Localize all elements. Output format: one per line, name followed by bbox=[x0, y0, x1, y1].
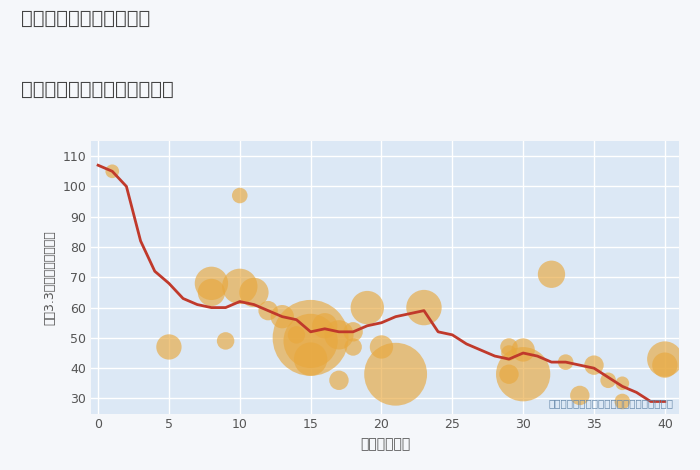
Point bbox=[376, 343, 387, 351]
Point bbox=[503, 370, 514, 378]
Point bbox=[659, 361, 671, 369]
Point bbox=[419, 304, 430, 311]
Point bbox=[347, 328, 358, 336]
Point bbox=[276, 313, 288, 321]
Text: 円の大きさは、取引のあった物件面積を示す: 円の大きさは、取引のあった物件面積を示す bbox=[548, 398, 673, 408]
Point bbox=[290, 331, 302, 338]
Point bbox=[305, 334, 316, 342]
Point bbox=[390, 370, 401, 378]
Point bbox=[319, 322, 330, 329]
Point bbox=[503, 343, 514, 351]
Point bbox=[603, 376, 614, 384]
Text: 千葉県千葉市若葉区貝塚: 千葉県千葉市若葉区貝塚 bbox=[21, 9, 150, 28]
Point bbox=[546, 271, 557, 278]
Point bbox=[206, 289, 217, 296]
Point bbox=[106, 167, 118, 175]
Point bbox=[589, 361, 600, 369]
Point bbox=[305, 337, 316, 345]
Point bbox=[517, 346, 528, 354]
X-axis label: 築年数（年）: 築年数（年） bbox=[360, 437, 410, 451]
Point bbox=[574, 392, 585, 399]
Point bbox=[362, 304, 373, 311]
Point bbox=[248, 289, 260, 296]
Point bbox=[206, 280, 217, 287]
Point bbox=[262, 307, 274, 314]
Point bbox=[333, 376, 344, 384]
Point bbox=[163, 343, 174, 351]
Point bbox=[617, 380, 628, 387]
Point bbox=[220, 337, 231, 345]
Point bbox=[503, 349, 514, 357]
Y-axis label: 坪（3.3㎡）単価（万円）: 坪（3.3㎡）単価（万円） bbox=[43, 230, 57, 325]
Point bbox=[659, 355, 671, 363]
Point bbox=[234, 192, 246, 199]
Point bbox=[333, 331, 344, 338]
Point bbox=[560, 358, 571, 366]
Point bbox=[234, 282, 246, 290]
Point bbox=[517, 370, 528, 378]
Point bbox=[347, 343, 358, 351]
Point bbox=[617, 398, 628, 405]
Point bbox=[305, 355, 316, 363]
Text: 築年数別中古マンション価格: 築年数別中古マンション価格 bbox=[21, 80, 174, 99]
